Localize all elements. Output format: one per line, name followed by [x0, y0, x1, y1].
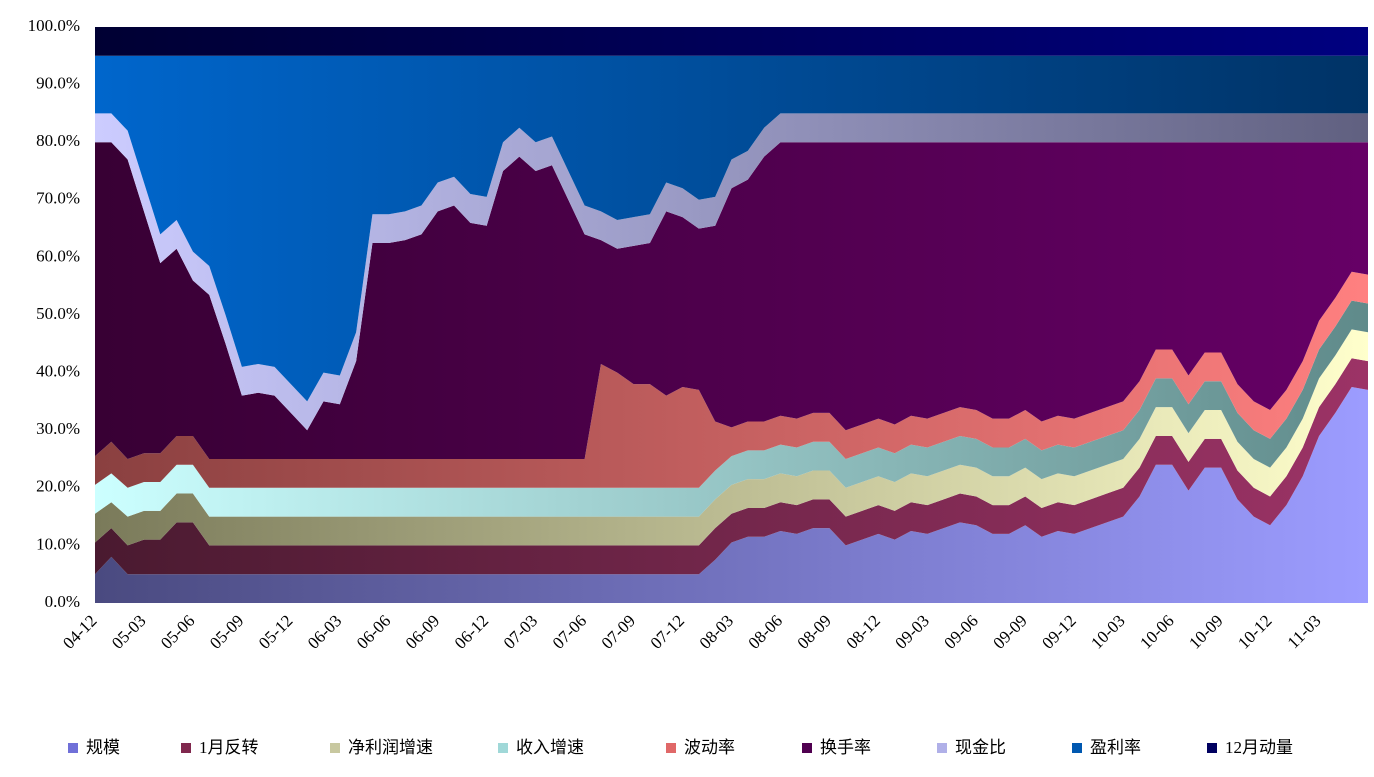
area: [95, 142, 1368, 459]
y-tick-label: 30.0%: [36, 419, 80, 438]
x-tick-label: 06-06: [353, 611, 394, 652]
legend-label: 净利润增速: [348, 738, 433, 757]
x-tick-label: 04-12: [59, 611, 100, 652]
area: [95, 329, 1368, 546]
y-tick-label: 20.0%: [36, 477, 80, 496]
legend-label: 现金比: [955, 738, 1006, 757]
legend-label: 12月动量: [1225, 738, 1293, 757]
y-tick-label: 40.0%: [36, 362, 80, 381]
legend-swatch: [937, 743, 947, 753]
y-tick-label: 100.0%: [28, 16, 80, 35]
x-tick-label: 09-09: [989, 611, 1030, 652]
y-tick-label: 10.0%: [36, 534, 80, 553]
x-tick-label: 06-12: [451, 611, 492, 652]
x-tick-label: 07-12: [647, 611, 688, 652]
x-tick-label: 05-09: [206, 611, 247, 652]
legend-label: 盈利率: [1090, 738, 1141, 757]
legend-swatch: [498, 743, 508, 753]
x-tick-label: 06-03: [304, 611, 345, 652]
legend-swatch: [1072, 743, 1082, 753]
legend-label: 波动率: [684, 738, 735, 757]
area: [95, 358, 1368, 575]
legend-swatch: [181, 743, 191, 753]
legend-swatch: [1207, 743, 1217, 753]
legend-label: 1月反转: [199, 738, 259, 757]
x-tick-label: 10-03: [1087, 611, 1128, 652]
legend-label: 换手率: [820, 738, 871, 757]
legend-swatch: [68, 743, 78, 753]
x-tick-label: 07-03: [500, 611, 541, 652]
x-tick-label: 10-06: [1136, 611, 1177, 652]
y-tick-label: 70.0%: [36, 189, 80, 208]
x-tick-label: 10-12: [1234, 611, 1275, 652]
x-tick-label: 06-09: [402, 611, 443, 652]
area: [95, 113, 1368, 431]
legend-swatch: [802, 743, 812, 753]
x-tick-label: 07-06: [549, 611, 590, 652]
x-tick-label: 05-06: [157, 611, 198, 652]
y-tick-label: 0.0%: [45, 592, 80, 611]
x-tick-label: 09-12: [1038, 611, 1079, 652]
y-tick-label: 90.0%: [36, 74, 80, 93]
x-tick-label: 08-12: [842, 611, 883, 652]
x-tick-label: 11-03: [1284, 611, 1325, 652]
x-tick-label: 05-12: [255, 611, 296, 652]
x-tick-label: 05-03: [108, 611, 149, 652]
legend-label: 收入增速: [516, 738, 584, 757]
x-tick-label: 08-09: [794, 611, 835, 652]
x-tick-label: 08-03: [696, 611, 737, 652]
x-tick-label: 08-06: [745, 611, 786, 652]
x-tick-label: 09-06: [940, 611, 981, 652]
x-tick-label: 10-09: [1185, 611, 1226, 652]
legend-label: 规模: [86, 738, 120, 757]
y-tick-label: 80.0%: [36, 131, 80, 150]
y-tick-label: 50.0%: [36, 304, 80, 323]
area: [95, 55, 1368, 402]
area: [95, 387, 1368, 603]
area: [95, 300, 1368, 517]
legend-swatch: [330, 743, 340, 753]
area: [95, 271, 1368, 488]
legend-swatch: [666, 743, 676, 753]
x-tick-label: 07-09: [598, 611, 639, 652]
y-tick-label: 60.0%: [36, 246, 80, 265]
x-tick-label: 09-03: [891, 611, 932, 652]
area: [95, 27, 1368, 56]
